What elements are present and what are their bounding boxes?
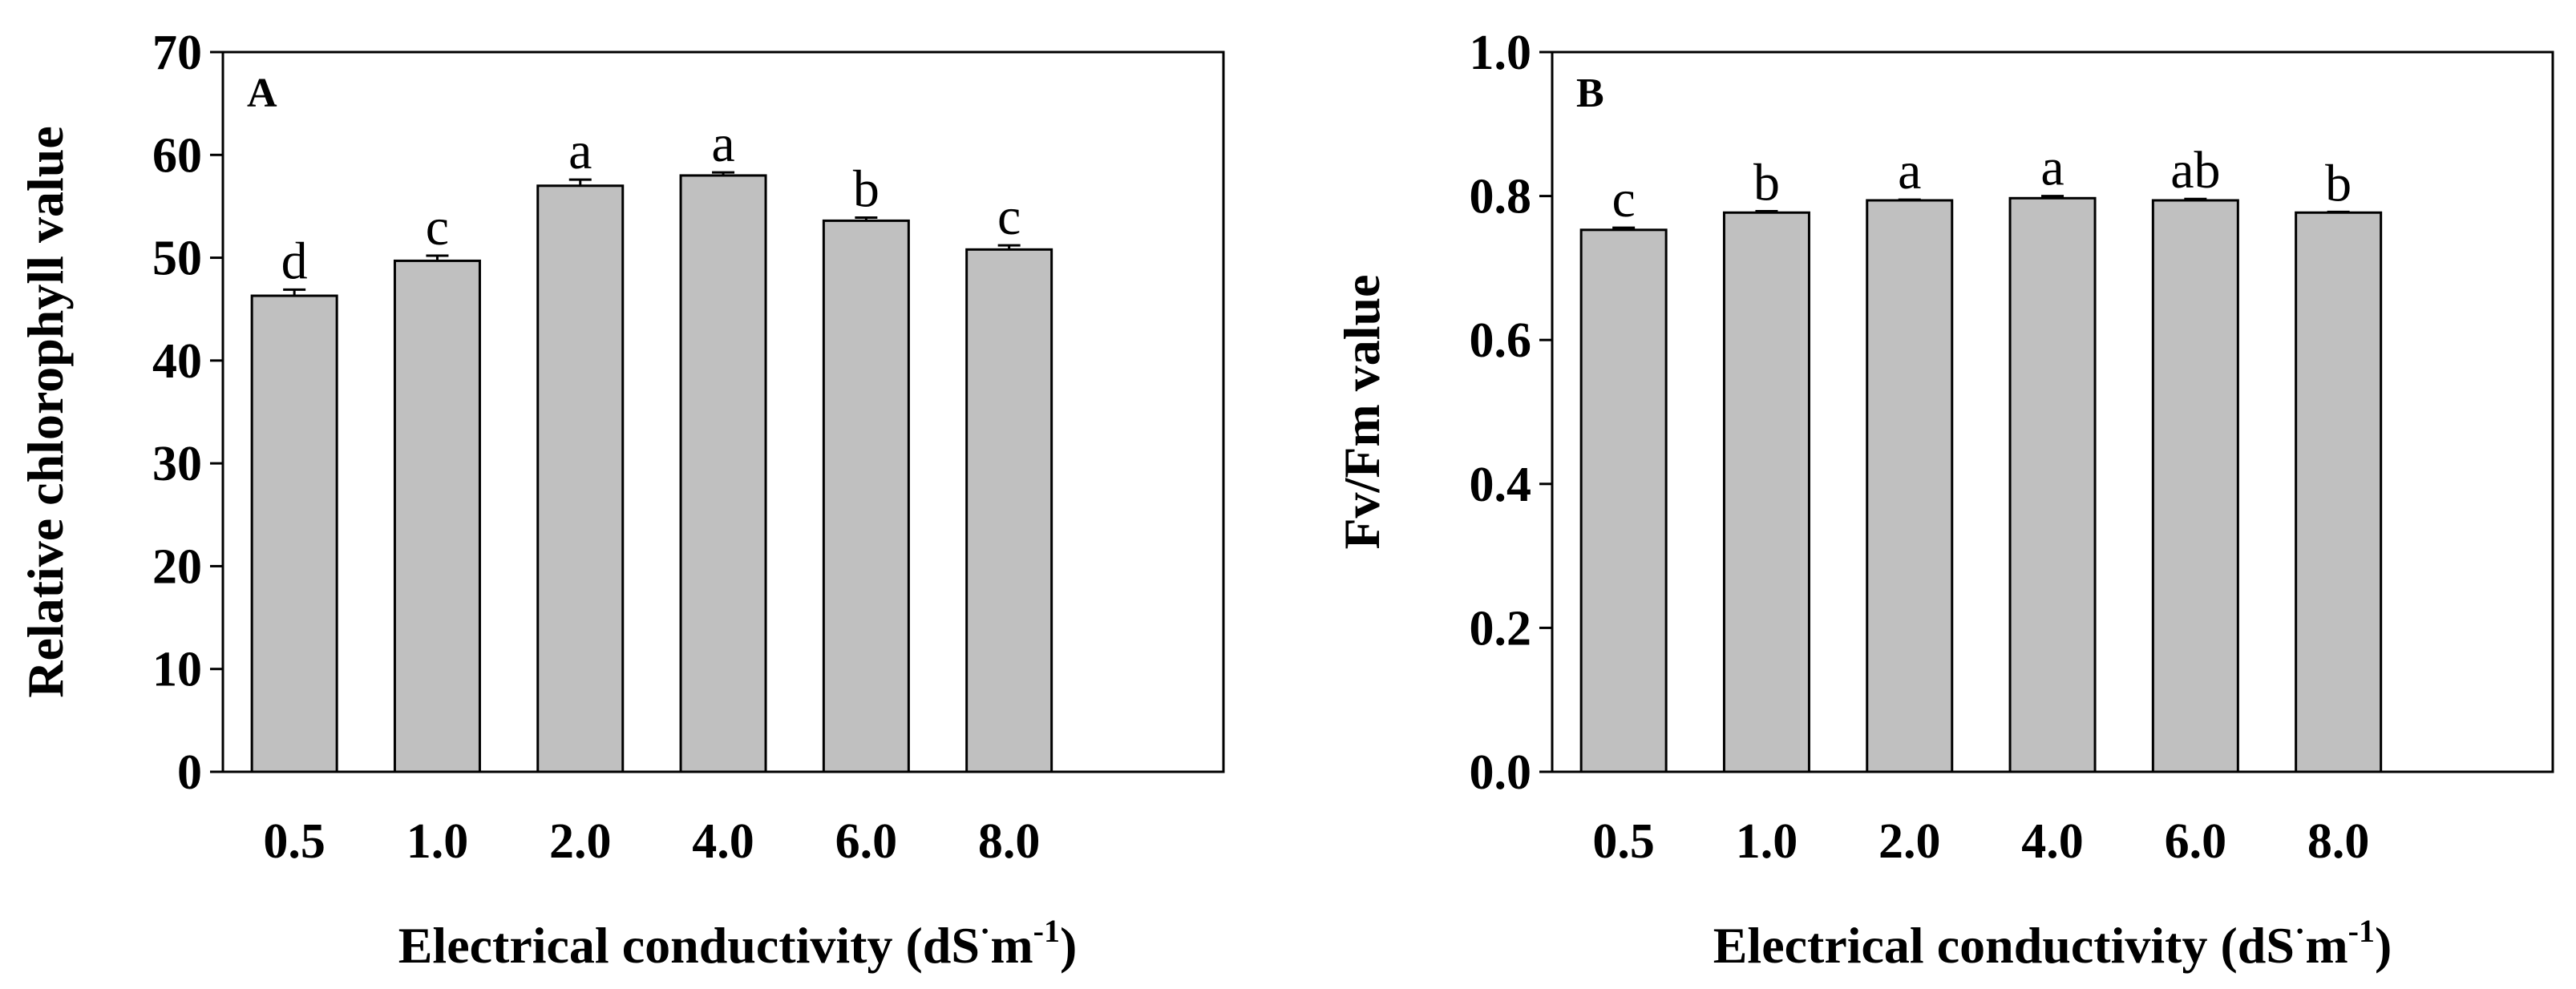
chart-panel-a: 0 10 20 30 40 50 60 70 d 0.5 c 1.0 a 2.0 a 4.0 b 6.0 c 8.0 A… (17, 26, 1225, 974)
y-tick-label: 30 (152, 437, 202, 491)
bar-6.0 (822, 219, 910, 773)
bar-1.0 (393, 259, 481, 773)
significance-letter: b (2325, 154, 2352, 212)
y-tick-label: 0.4 (1470, 458, 1532, 512)
bar-0.5 (250, 294, 338, 773)
x-axis-title-close: ) (1060, 917, 1077, 974)
x-tick-label: 1.0 (1736, 814, 1798, 869)
x-tick-label: 0.5 (263, 814, 326, 869)
bar-2.0 (536, 184, 625, 773)
significance-letter: c (426, 198, 449, 256)
significance-letter: a (711, 115, 734, 173)
y-tick-label: 20 (152, 539, 202, 594)
significance-letter: a (2040, 139, 2064, 197)
bar-8.0 (2295, 211, 2383, 773)
x-tick-label: 6.0 (835, 814, 898, 869)
y-tick-label: 70 (152, 26, 202, 80)
x-tick-label: 0.5 (1592, 814, 1655, 869)
y-tick-label: 40 (152, 334, 202, 389)
x-axis-title-main: Electrical conductivity (dS (398, 917, 980, 974)
significance-letter: b (1753, 153, 1780, 212)
y-tick-label: 0 (177, 745, 202, 800)
x-axis-title-dot: · (2295, 913, 2305, 949)
y-tick-label: 0.6 (1470, 313, 1532, 368)
x-tick-label: 8.0 (2307, 814, 2370, 869)
x-tick-label: 4.0 (2021, 814, 2084, 869)
x-axis-title-unit: m (2305, 917, 2348, 974)
panel-label: A (247, 71, 277, 116)
x-tick-label: 4.0 (692, 814, 754, 869)
panel-label: B (1576, 71, 1604, 116)
x-tick-label: 8.0 (978, 814, 1041, 869)
x-tick-label: 6.0 (2165, 814, 2227, 869)
x-axis-title-unit: m (990, 917, 1033, 974)
x-axis-title: Electrical conductivity (dS·m-1) (1713, 913, 2392, 974)
x-axis-title-dot: · (980, 913, 990, 949)
x-tick-label: 1.0 (406, 814, 469, 869)
x-tick-label: 2.0 (549, 814, 612, 869)
y-tick-label: 0.0 (1470, 745, 1532, 800)
y-axis-title: Relative chlorophyll value (17, 126, 74, 697)
bar-6.0 (2151, 199, 2239, 773)
significance-letter: a (1898, 142, 1921, 200)
bar-2.0 (1866, 199, 1954, 773)
y-tick-label: 50 (152, 232, 202, 286)
significance-letter: c (1612, 170, 1636, 228)
bar-8.0 (965, 248, 1053, 773)
bar-0.5 (1579, 228, 1668, 773)
y-tick-label: 0.8 (1470, 170, 1532, 224)
y-tick-label: 1.0 (1470, 26, 1532, 80)
significance-letter: d (281, 232, 308, 290)
significance-letter: b (853, 160, 880, 219)
significance-letter: a (568, 122, 592, 180)
bar-4.0 (2008, 196, 2097, 773)
x-axis-title-exponent: -1 (2348, 913, 2375, 949)
y-tick-label: 0.2 (1470, 601, 1532, 656)
significance-letter: c (997, 188, 1021, 246)
chart-panel-b: 0.0 0.2 0.4 0.6 0.8 1.0 c 0.5 b 1.0 a 2.0 a 4.0 ab 6.0 b… (1333, 26, 2554, 974)
x-axis-title-exponent: -1 (1033, 913, 1060, 949)
x-tick-label: 2.0 (1878, 814, 1941, 869)
y-tick-label: 60 (152, 128, 202, 183)
x-axis-title-close: ) (2375, 917, 2392, 974)
significance-letter: ab (2170, 141, 2220, 200)
x-axis-title: Electrical conductivity (dS·m-1) (398, 913, 1078, 974)
x-axis-title-main: Electrical conductivity (dS (1713, 917, 2295, 974)
y-tick-label: 10 (152, 643, 202, 697)
bar-1.0 (1722, 211, 1810, 773)
bar-4.0 (679, 174, 767, 773)
y-axis-title: Fv/Fm value (1333, 274, 1390, 549)
